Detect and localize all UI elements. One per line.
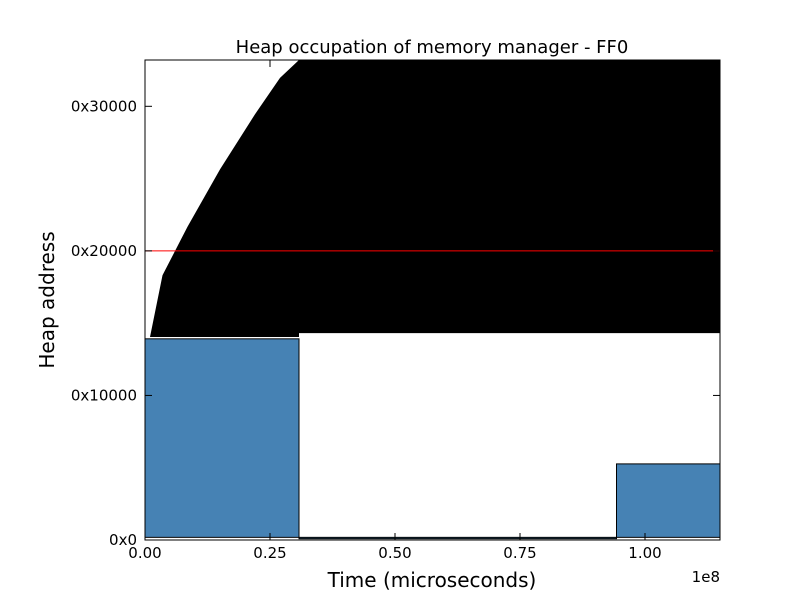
allocation-block <box>145 338 300 538</box>
x-tick-label: 0.25 <box>253 544 286 562</box>
x-axis-ticks: 0.00 0.25 0.50 0.75 1.00 <box>128 60 662 562</box>
occupied-region <box>145 60 720 338</box>
y-tick-label: 0x10000 <box>71 386 137 404</box>
y-axis-label: Heap address <box>35 231 59 368</box>
allocation-block <box>616 463 720 538</box>
axes-frame <box>144 59 721 541</box>
plot-area <box>144 59 721 541</box>
x-axis-offset-label: 1e8 <box>692 568 720 586</box>
x-tick-label: 0.75 <box>503 544 536 562</box>
chart-title: Heap occupation of memory manager - FF0 <box>236 37 629 58</box>
x-axis-label: Time (microseconds) <box>327 568 537 592</box>
y-tick-label: 0x0 <box>109 531 137 549</box>
x-tick-label: 0.00 <box>128 544 161 562</box>
x-tick-label: 1.00 <box>628 544 661 562</box>
y-tick-label: 0x30000 <box>71 97 137 115</box>
y-axis-ticks: 0x0 0x10000 0x20000 0x30000 <box>71 97 720 549</box>
y-tick-label: 0x20000 <box>71 242 137 260</box>
allocation-block <box>298 536 617 540</box>
x-tick-label: 0.50 <box>378 544 411 562</box>
plot-content <box>145 60 720 540</box>
